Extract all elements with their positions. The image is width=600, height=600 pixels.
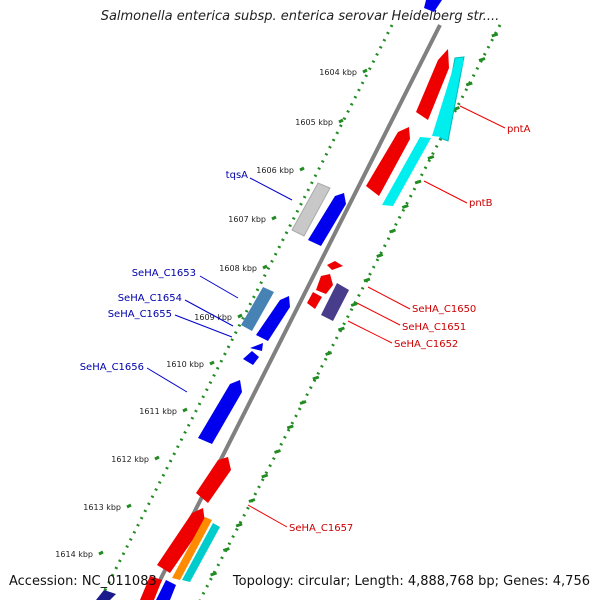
reverse-tick-mark [350, 302, 358, 307]
tick-label: 1608 kbp [219, 264, 257, 273]
tick-mark [98, 550, 104, 556]
tick-mark [338, 118, 344, 124]
reverse-tick-mark [248, 498, 256, 503]
genome-backbone [148, 24, 442, 600]
tick-label: 1607 kbp [228, 215, 266, 224]
leader-SeHA_C1652 [347, 320, 393, 344]
tick-label: 1612 kbp [111, 455, 149, 464]
tick-marks: 1604 kbp 1605 kbp 1606 kbp 1607 kbp 1608 kbp… [55, 32, 499, 577]
tick-mark [237, 313, 243, 319]
reverse-tick-mark [325, 351, 333, 356]
tick-mark [262, 264, 268, 270]
reverse-genes [140, 49, 465, 600]
label-SeHA_C1650[interactable]: SeHA_C1650 [412, 304, 476, 315]
tick-mark [362, 68, 368, 74]
leader-SeHA_C1655 [174, 314, 233, 338]
gene-arrow-forward-2[interactable] [256, 296, 290, 341]
leader-SeHA_C1656 [146, 367, 188, 393]
label-SeHA_C1656[interactable]: SeHA_C1656 [80, 362, 144, 373]
leader-SeHA_C1657 [247, 504, 288, 528]
gene-arrow-pntA-red[interactable] [416, 49, 449, 120]
gene-arrow-SeHA_C1655[interactable] [250, 343, 263, 351]
label-SeHA_C1655[interactable]: SeHA_C1655 [108, 309, 172, 320]
gene-arrow-forward-bottom-2[interactable] [96, 590, 116, 600]
tick-mark [154, 455, 160, 461]
label-SeHA_C1651[interactable]: SeHA_C1651 [402, 322, 466, 333]
label-pntA[interactable]: pntA [507, 124, 531, 135]
reverse-tick-mark [261, 473, 269, 479]
tick-mark [209, 360, 215, 366]
gene-arrow-SeHA_C1657[interactable] [157, 508, 205, 573]
reverse-tick-mark [389, 228, 396, 234]
reverse-tick-mark [286, 424, 294, 430]
reverse-tick-mark [414, 179, 422, 185]
gene-arrow-SeHA_C1654[interactable] [241, 287, 274, 331]
map-title: Salmonella enterica subsp. enterica sero… [100, 9, 500, 24]
gene-arrow-top-forward[interactable] [424, 0, 442, 12]
tick-mark [126, 503, 132, 509]
tick-label: 1606 kbp [256, 166, 294, 175]
summary-text: Topology: circular; Length: 4,888,768 bp… [232, 574, 590, 589]
tick-label: 1610 kbp [166, 360, 204, 369]
tick-label: 1614 kbp [55, 550, 93, 559]
forward-genes [96, 0, 442, 600]
tick-label: 1613 kbp [83, 503, 121, 512]
gene-arrow-forward-1[interactable] [308, 193, 346, 246]
gene-arrow-SeHA_C1650[interactable] [327, 261, 343, 270]
reverse-tick-mark [210, 571, 218, 577]
label-SeHA_C1653[interactable]: SeHA_C1653 [132, 268, 196, 279]
reverse-tick-mark [376, 253, 384, 258]
gene-labels: tqsA SeHA_C1653 SeHA_C1654 SeHA_C1655 Se… [80, 124, 531, 534]
label-SeHA_C1652[interactable]: SeHA_C1652 [394, 339, 458, 350]
label-tqsA[interactable]: tqsA [226, 170, 248, 181]
leader-SeHA_C1654 [184, 299, 234, 327]
tick-mark [299, 166, 305, 172]
tick-label: 1611 kbp [139, 407, 177, 416]
leader-tqsA [249, 177, 293, 201]
tick-label: 1609 kbp [194, 313, 232, 322]
reverse-tick-mark [478, 57, 486, 62]
accession-text: Accession: NC_011083 [9, 574, 157, 589]
leader-lines [146, 105, 506, 528]
leader-SeHA_C1651 [356, 302, 401, 326]
gene-arrow-pntB-red[interactable] [366, 127, 410, 196]
reverse-tick-mark [222, 547, 230, 552]
gene-arrow-reverse-small[interactable] [307, 292, 322, 309]
leader-SeHA_C1653 [199, 275, 239, 299]
gene-arrow-tqsA[interactable] [291, 182, 331, 237]
gene-arrow-SeHA_C1651[interactable] [316, 274, 333, 294]
gene-arrow-SeHA_C1652[interactable] [321, 283, 349, 321]
reverse-tick-mark [363, 277, 371, 283]
tick-mark [182, 407, 188, 413]
gene-arrow-forward-3[interactable] [243, 351, 259, 365]
gene-arrow-SeHA_C1657-upper[interactable] [196, 457, 231, 503]
label-SeHA_C1657[interactable]: SeHA_C1657 [289, 523, 353, 534]
tick-mark [271, 215, 277, 221]
reverse-tick-mark [235, 522, 243, 528]
label-SeHA_C1654[interactable]: SeHA_C1654 [118, 293, 182, 304]
label-pntB[interactable]: pntB [469, 198, 493, 209]
gene-arrow-pntB[interactable] [382, 137, 431, 206]
leader-pntA [459, 105, 506, 129]
forward-dotted-track [98, 24, 394, 600]
gene-arrow-cyan-lower[interactable] [182, 523, 220, 582]
gene-arrow-SeHA_C1656[interactable] [198, 380, 242, 444]
reverse-tick-mark [312, 375, 320, 381]
reverse-tick-mark [465, 81, 473, 87]
gene-arrow-forward-bottom[interactable] [156, 580, 176, 600]
reverse-tick-mark [299, 400, 307, 405]
leader-pntB [423, 180, 468, 204]
gene-arrow-reverse-bottom[interactable] [140, 576, 162, 600]
reverse-tick-mark [337, 326, 345, 332]
reverse-tick-mark [274, 449, 281, 454]
reverse-tick-mark [401, 204, 409, 209]
leader-SeHA_C1650 [367, 286, 411, 310]
gene-arrow-orange[interactable] [172, 517, 212, 580]
gene-arrow-pntA[interactable] [432, 60, 464, 137]
reverse-tick-mark [491, 32, 499, 38]
tick-label: 1604 kbp [319, 68, 357, 77]
tick-label: 1605 kbp [295, 118, 333, 127]
reverse-tick-mark [427, 155, 435, 160]
